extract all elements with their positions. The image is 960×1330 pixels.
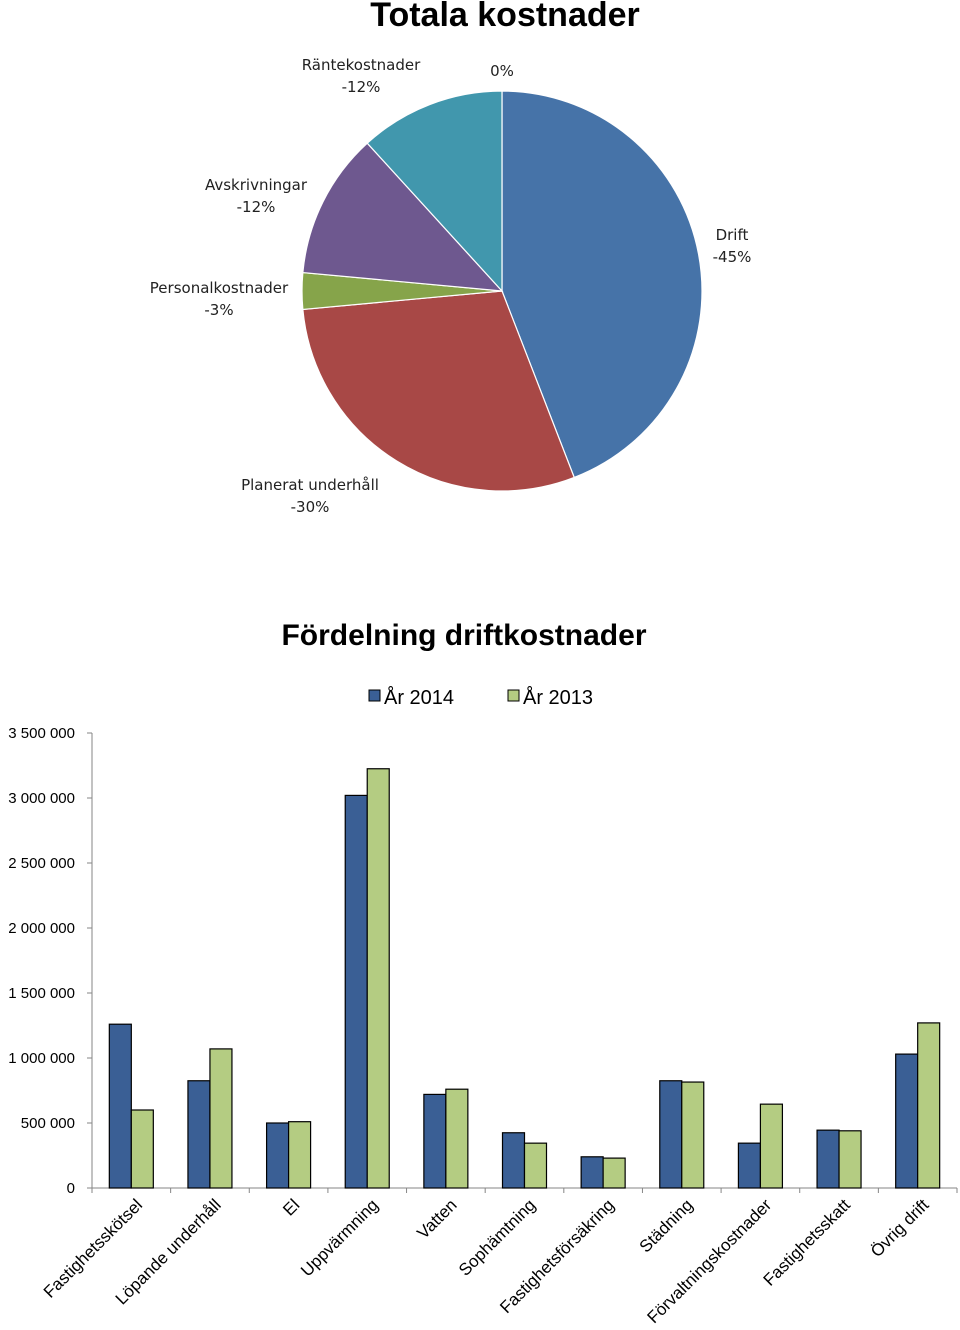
pie-slice-3	[302, 142, 504, 292]
pie-label-value-2: -3%	[204, 301, 233, 319]
legend-label-0: År 2014	[384, 686, 454, 709]
bar-series2-5	[523, 1142, 548, 1189]
bar-series2-2	[287, 1121, 312, 1189]
y-tick-label: 2 500 000	[8, 855, 75, 872]
pie-slice-0	[501, 90, 703, 479]
legend-swatch-1	[507, 689, 520, 702]
bar-series2-0	[130, 1109, 154, 1189]
bar-series2-8	[759, 1103, 784, 1189]
y-tick-label: 3 500 000	[8, 725, 75, 742]
bar-series2-9	[838, 1130, 862, 1189]
bar-series1-0	[108, 1023, 132, 1189]
x-category-label: Städning	[636, 1195, 697, 1256]
y-tick-label: 500 000	[21, 1115, 75, 1132]
pie-label-name-3: Avskrivningar	[205, 176, 308, 194]
bar-series2-10	[917, 1022, 941, 1189]
pie-chart-title: Totala kostnader	[370, 0, 640, 34]
pie-slice-1	[302, 290, 576, 492]
pie-label-value-5: 0%	[490, 62, 514, 80]
bar-chart-axes: 0 500 000 1 000 000 1 500 000 2 000 000 2 500…	[8, 725, 958, 1197]
bar-series1-6	[580, 1156, 604, 1189]
pie-label-name-0: Drift	[716, 226, 749, 244]
pie-chart	[301, 90, 703, 492]
x-category-label: Övrig drift	[867, 1195, 933, 1261]
x-category-label: El	[279, 1195, 303, 1219]
bar-series1-2	[265, 1122, 290, 1189]
legend-label-1: År 2013	[523, 686, 593, 709]
pie-label-value-0: -45%	[713, 248, 752, 266]
bar-chart-bars	[108, 768, 941, 1189]
pie-label-value-3: -12%	[237, 198, 276, 216]
y-tick-label: 1 000 000	[8, 1050, 75, 1067]
pie-chart-labels: Drift -45% Planerat underhåll -30% Personalk…	[150, 56, 752, 516]
y-tick-label: 1 500 000	[8, 985, 75, 1002]
legend-swatch-0	[368, 689, 381, 702]
bar-chart-legend: År 2014 År 2013	[368, 686, 593, 709]
pie-label-value-1: -30%	[291, 498, 330, 516]
pie-label-value-4: -12%	[342, 78, 381, 96]
bar-series1-3	[344, 794, 368, 1189]
bar-series2-3	[366, 768, 390, 1189]
y-tick-label: 0	[67, 1180, 75, 1197]
y-tick-label: 2 000 000	[8, 920, 75, 937]
bar-chart-title: Fördelning driftkostnader	[281, 619, 646, 652]
bar-series1-1	[187, 1080, 211, 1189]
pie-label-name-4: Räntekostnader	[302, 56, 421, 74]
x-category-label: Sophämtning	[455, 1195, 539, 1279]
bar-series1-7	[659, 1080, 683, 1189]
bar-series2-6	[602, 1157, 626, 1189]
x-category-label: Vatten	[413, 1195, 460, 1242]
bar-series1-10	[895, 1053, 919, 1189]
x-category-label: Uppvärmning	[297, 1195, 382, 1280]
bar-series2-1	[209, 1048, 233, 1189]
pie-label-name-2: Personalkostnader	[150, 279, 289, 297]
bar-series1-8	[737, 1142, 762, 1189]
pie-label-name-1: Planerat underhåll	[241, 476, 379, 494]
pie-slice-4	[366, 90, 503, 293]
bar-series1-5	[501, 1132, 526, 1189]
y-tick-label: 3 000 000	[8, 790, 75, 807]
bar-series1-9	[816, 1129, 840, 1189]
bar-series2-7	[681, 1081, 705, 1189]
bar-series1-4	[423, 1093, 447, 1189]
bar-series2-4	[445, 1088, 469, 1189]
